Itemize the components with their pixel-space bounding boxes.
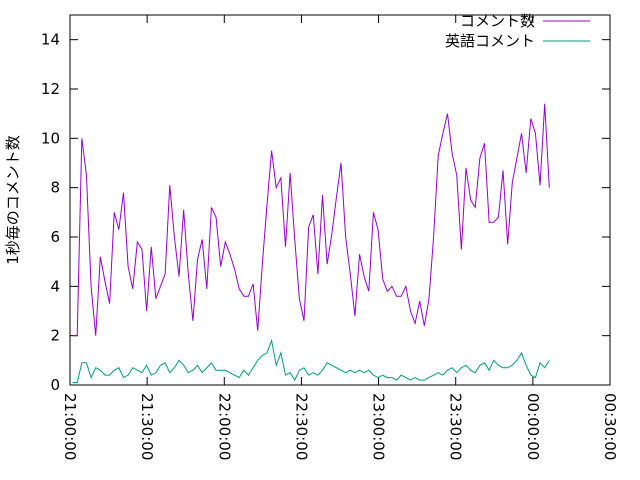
x-tick-label: 00:00:00 bbox=[524, 393, 542, 460]
x-tick-label: 00:30:00 bbox=[601, 393, 619, 460]
x-tick-label: 23:30:00 bbox=[447, 393, 465, 460]
y-tick-label: 2 bbox=[50, 327, 60, 345]
series-line bbox=[72, 338, 550, 384]
y-tick-label: 6 bbox=[50, 228, 60, 246]
x-tick-label: 23:00:00 bbox=[370, 393, 388, 460]
legend-label: コメント数 bbox=[460, 12, 535, 30]
y-axis-label: 1秒毎のコメント数 bbox=[4, 135, 22, 265]
y-tick-label: 14 bbox=[41, 31, 60, 49]
y-tick-label: 4 bbox=[50, 277, 60, 295]
x-tick-label: 21:00:00 bbox=[61, 393, 79, 460]
y-tick-label: 0 bbox=[50, 376, 60, 394]
plot-frame bbox=[69, 14, 611, 386]
series-line bbox=[72, 103, 550, 337]
legend-label: 英語コメント bbox=[445, 32, 535, 50]
x-tick-label: 22:30:00 bbox=[292, 393, 310, 460]
x-tick-label: 21:30:00 bbox=[138, 393, 156, 460]
x-tick-label: 22:00:00 bbox=[215, 393, 233, 460]
y-tick-label: 10 bbox=[41, 129, 60, 147]
y-tick-label: 8 bbox=[50, 179, 60, 197]
y-tick-label: 12 bbox=[41, 80, 60, 98]
